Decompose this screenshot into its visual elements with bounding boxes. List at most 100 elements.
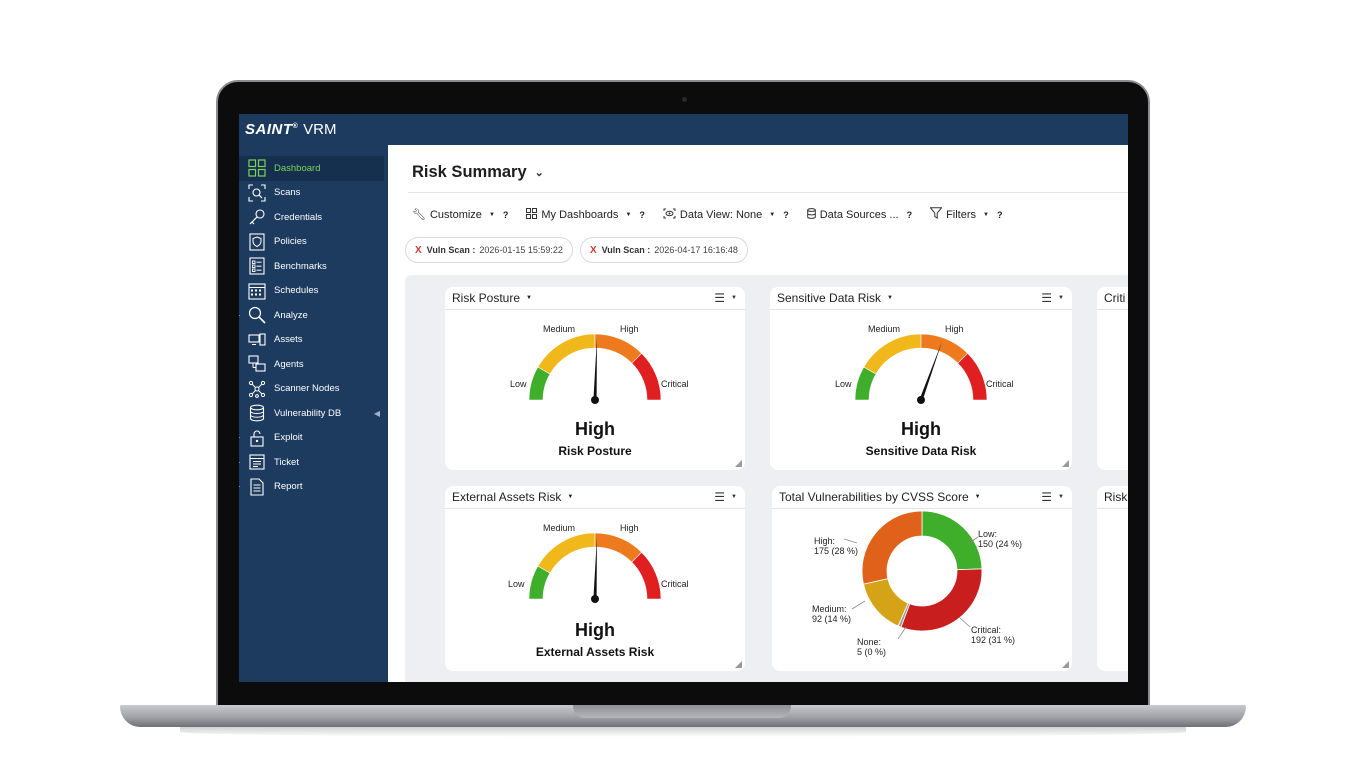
gauge-subtitle: External Assets Risk <box>535 645 655 659</box>
leader-none <box>897 626 907 640</box>
hamburger-icon: ☰ <box>1041 291 1053 305</box>
sidebar-item-scanner-nodes[interactable]: Scanner Nodes <box>239 377 388 402</box>
eye-scan-icon <box>663 208 676 222</box>
filter-chip[interactable]: X Vuln Scan : 2026-01-15 15:59:22 <box>405 237 573 263</box>
caret-down-icon[interactable]: ▼ <box>974 494 981 500</box>
remove-chip-icon[interactable]: X <box>415 244 422 256</box>
brand-logo[interactable]: SAINT® <box>245 121 299 138</box>
sidebar-item-label: Scans <box>274 187 301 199</box>
caret-down-icon[interactable]: ▼ <box>887 295 893 301</box>
sidebar-item-exploit[interactable]: ▸ Exploit <box>239 426 388 451</box>
gauge-value: High <box>575 620 615 640</box>
sidebar-item-vulnerability-db[interactable]: Vulnerability DB ◀ <box>239 401 388 426</box>
sidebar-item-label: Dashboard <box>274 162 321 174</box>
filters-menu[interactable]: Filters ▼ ? <box>929 207 1003 222</box>
remove-chip-icon[interactable]: X <box>589 244 597 256</box>
dashboard-canvas: Risk Posture ▼ ☰ ▼ Medium High Low Critic… <box>405 275 1128 682</box>
widget-header[interactable]: Risk Posture ▼ <box>445 287 745 310</box>
help-icon[interactable]: ? <box>906 209 913 220</box>
sidebar-item-agents[interactable]: Agents <box>239 352 388 377</box>
data-view-menu[interactable]: Data View: None ▼ ? <box>663 208 789 222</box>
gauge-label-medium: Medium <box>868 324 901 334</box>
gauge <box>854 333 988 404</box>
sidebar-item-policies[interactable]: Policies <box>239 230 388 255</box>
sidebar-item-assets[interactable]: Assets <box>239 328 388 353</box>
scans-icon <box>248 184 266 202</box>
external-assets-risk-widget: External Assets Risk ▼ ☰ ▼ Medium High Lo… <box>445 486 745 671</box>
screen: SAINT® VRM Dashboard Scans Credentials <box>239 114 1128 682</box>
sidebar-item-label: Agents <box>274 358 304 370</box>
resize-handle-icon[interactable] <box>735 661 742 668</box>
my-dashboards-label: My Dashboards <box>541 208 619 221</box>
caret-down-icon[interactable]: ▼ <box>567 494 574 500</box>
widget-menu-button[interactable]: ☰ ▼ <box>1041 490 1064 504</box>
resize-handle-icon[interactable] <box>1062 460 1069 467</box>
widget-menu-button[interactable]: ☰ ▼ <box>1041 291 1064 305</box>
leader-high <box>843 538 858 544</box>
gauge-label-high: High <box>620 523 639 533</box>
donut-slice-high <box>861 510 923 585</box>
sidebar-item-credentials[interactable]: Credentials <box>239 205 388 230</box>
help-icon[interactable]: ? <box>502 209 509 220</box>
risk-posture-widget: Risk Posture ▼ ☰ ▼ Medium High Low Critic… <box>445 287 745 470</box>
page-title[interactable]: Risk Summary ⌄ <box>412 163 544 181</box>
gauge-band-high <box>920 333 969 364</box>
sidebar-item-label: Scanner Nodes <box>274 383 340 395</box>
gauge-band-critical <box>957 352 988 401</box>
widget-header[interactable]: Risk <box>1097 486 1128 509</box>
data-sources-menu[interactable]: Data Sources ... ? <box>806 207 913 222</box>
caret-down-icon[interactable]: ▼ <box>526 295 532 301</box>
my-dashboards-menu[interactable]: My Dashboards ▼ ? <box>526 207 645 222</box>
collapse-sidebar-icon[interactable]: ◀ <box>373 408 380 418</box>
widget-menu-button[interactable]: ☰ ▼ <box>714 291 737 305</box>
dashboards-icon <box>526 207 538 222</box>
gauge <box>528 333 662 404</box>
widget-header[interactable]: External Assets Risk ▼ <box>445 486 745 509</box>
caret-down-icon: ▼ <box>731 295 737 301</box>
sidebar-item-analyze[interactable]: ▸ Analyze <box>239 303 388 328</box>
widget-title: External Assets Risk <box>452 490 562 504</box>
filter-chips: X Vuln Scan : 2026-01-15 15:59:22 X Vuln… <box>405 237 755 263</box>
hamburger-icon: ☰ <box>714 291 726 305</box>
expand-arrow-icon[interactable]: ▸ <box>239 434 240 441</box>
caret-down-icon: ▼ <box>983 211 989 218</box>
policy-icon <box>248 233 266 251</box>
widget-header[interactable]: Sensitive Data Risk ▼ <box>770 287 1072 310</box>
help-icon[interactable]: ? <box>783 209 789 220</box>
widget-menu-button[interactable]: ☰ ▼ <box>714 490 737 504</box>
gauge-label-low: Low <box>835 379 852 389</box>
sidebar-item-benchmarks[interactable]: Benchmarks <box>239 254 388 279</box>
wrench-icon: 🔧︎ <box>412 209 426 221</box>
expand-arrow-icon[interactable]: ▸ <box>239 312 240 319</box>
sidebar-item-scans[interactable]: Scans <box>239 181 388 206</box>
app-header: SAINT® VRM <box>239 114 1128 145</box>
gauge-label-high: High <box>945 324 964 334</box>
customize-label: Customize <box>429 208 482 221</box>
chevron-down-icon[interactable]: ⌄ <box>534 167 544 179</box>
expand-arrow-icon[interactable]: ▸ <box>239 459 240 466</box>
sidebar-item-ticket[interactable]: ▸ Ticket <box>239 450 388 475</box>
help-icon[interactable]: ? <box>639 209 645 220</box>
sidebar-item-schedules[interactable]: Schedules <box>239 279 388 304</box>
filter-chip[interactable]: X Vuln Scan : 2026-04-17 16:16:48 <box>579 237 748 263</box>
widget-header[interactable]: Total Vulnerabilities by CVSS Score ▼ <box>772 486 1072 509</box>
caret-down-icon: ▼ <box>625 211 632 218</box>
resize-handle-icon[interactable] <box>735 460 742 467</box>
expand-arrow-icon[interactable]: ▸ <box>239 483 240 490</box>
gauge-needle-hub <box>917 396 925 404</box>
sidebar-item-dashboard[interactable]: Dashboard <box>239 156 384 181</box>
widget-header[interactable]: Criti <box>1097 287 1128 310</box>
gauge-needle <box>593 537 597 600</box>
gauge-label-low: Low <box>510 379 527 389</box>
sidebar-item-report[interactable]: ▸ Report <box>239 475 388 500</box>
chip-label: Vuln Scan : <box>601 245 651 255</box>
gauge-subtitle: Sensitive Data Risk <box>865 444 977 458</box>
calendar-icon <box>248 282 266 300</box>
leader-low <box>967 536 979 545</box>
resize-handle-icon[interactable] <box>1062 661 1069 668</box>
magnifier-icon <box>248 306 266 324</box>
gauge-band-medium <box>537 532 596 574</box>
donut-label-medium: Medium: 92 (14 %) <box>812 604 852 624</box>
customize-menu[interactable]: 🔧︎ Customize ▼ ? <box>412 208 509 222</box>
help-icon[interactable]: ? <box>996 209 1003 220</box>
